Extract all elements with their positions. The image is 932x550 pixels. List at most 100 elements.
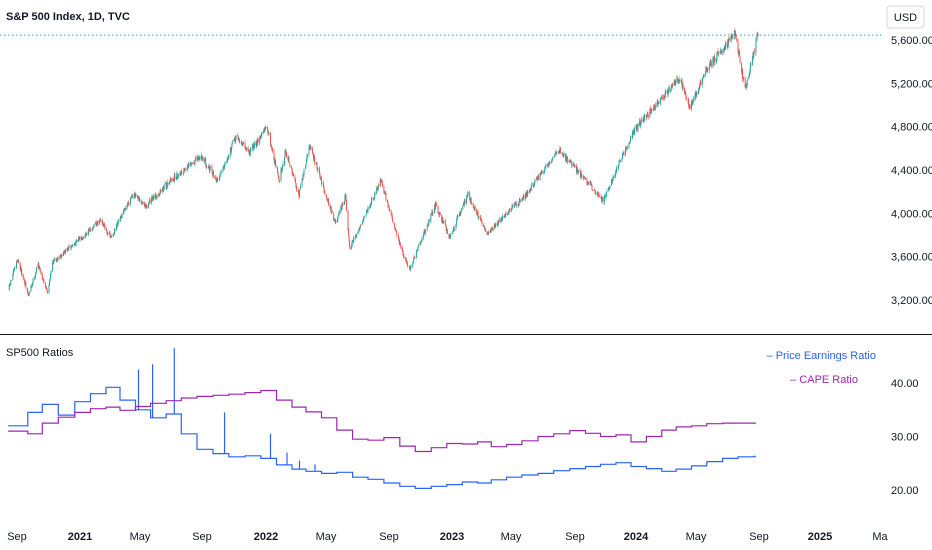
time-axis[interactable]: Sep 2021 May Sep 2022 May Sep 2023 May Sep 2024 May… — [7, 531, 888, 543]
candle-body — [518, 199, 520, 204]
candle-body — [742, 78, 744, 79]
candle-body — [270, 145, 272, 146]
candle — [255, 140, 257, 148]
candle-body — [533, 182, 535, 186]
candle — [577, 166, 578, 175]
candle — [238, 137, 240, 141]
candle — [215, 175, 217, 183]
candle — [401, 246, 403, 250]
price-pane[interactable]: S&P 500 Index, 1D, TVC — [0, 11, 884, 297]
candle-body — [730, 35, 732, 38]
currency-button-frame[interactable] — [886, 5, 925, 29]
candle — [216, 177, 218, 183]
candle — [424, 229, 426, 234]
candle-body — [710, 62, 712, 65]
candle-body — [455, 224, 457, 229]
candle-body — [559, 148, 561, 154]
candle — [383, 184, 385, 194]
candle-body — [529, 190, 531, 192]
candle — [187, 161, 189, 169]
candle — [529, 189, 531, 194]
candle-body — [264, 126, 266, 130]
candle-body — [559, 148, 561, 152]
candle — [190, 162, 192, 167]
candle-body — [561, 153, 563, 155]
candle-body — [508, 212, 510, 214]
candle — [599, 193, 600, 198]
time-axis-label: 2023 — [440, 531, 464, 543]
candle-body — [168, 182, 170, 184]
candle-body — [614, 175, 616, 178]
candle-body — [194, 160, 196, 165]
candle — [744, 76, 746, 90]
candle-body — [684, 88, 686, 94]
candle-body — [206, 166, 208, 168]
candle — [660, 98, 662, 103]
candle-body — [498, 219, 500, 222]
candle-body — [354, 236, 356, 239]
candle — [215, 174, 217, 180]
candle — [757, 31, 759, 38]
candle — [202, 156, 204, 161]
candle — [509, 207, 511, 213]
price-axis[interactable]: 5,600.005,200.004,800.004,400.004,000.00… — [891, 35, 932, 307]
candle — [316, 161, 318, 171]
candle — [41, 273, 43, 280]
candle — [519, 199, 521, 203]
candle-body — [271, 145, 272, 148]
currency-button-label[interactable]: USD — [894, 12, 917, 24]
candle — [409, 266, 411, 272]
candle — [442, 216, 444, 224]
candle — [755, 39, 757, 42]
candle — [746, 82, 748, 88]
indicator-title: SP500 Ratios — [6, 347, 74, 359]
candle-body — [540, 172, 542, 173]
time-axis-label: May — [686, 531, 707, 543]
candle — [329, 203, 331, 210]
candle — [625, 146, 626, 157]
candle-body — [317, 169, 318, 171]
candle-body — [366, 209, 368, 212]
candle — [328, 198, 330, 207]
candle — [248, 149, 250, 156]
candle-body — [552, 157, 554, 160]
candle-body — [144, 205, 146, 207]
candle-body — [688, 100, 690, 105]
candle — [137, 195, 139, 201]
candle-body — [653, 104, 655, 110]
candle — [556, 151, 558, 156]
candle-body — [215, 176, 217, 180]
candle — [220, 169, 222, 175]
candle-body — [105, 227, 107, 231]
candle — [34, 275, 36, 280]
candle-body — [723, 49, 725, 51]
candle-body — [295, 182, 297, 188]
candle — [530, 188, 532, 192]
candle-body — [351, 245, 353, 249]
candle — [334, 217, 336, 222]
candle-body — [507, 212, 509, 214]
candle — [38, 265, 40, 270]
candle-body — [159, 193, 161, 195]
candle-body — [349, 241, 351, 248]
candle-body — [578, 170, 579, 172]
candle-body — [272, 148, 273, 152]
candle-body — [594, 189, 596, 192]
candle-body — [117, 221, 119, 225]
candle-body — [42, 278, 44, 280]
candle-body — [383, 192, 385, 194]
ratio-pane[interactable]: SP500 Ratios – Price Earnings Ratio– CAP… — [6, 347, 876, 489]
candle-body — [705, 67, 707, 70]
candle-body — [45, 287, 47, 289]
candle-body — [717, 51, 719, 54]
candle-body — [245, 148, 247, 151]
candle-body — [746, 79, 748, 86]
candle — [528, 188, 530, 194]
candle — [735, 36, 737, 43]
currency-button[interactable]: USD — [886, 5, 925, 29]
candle-body — [312, 148, 313, 154]
candle-body — [699, 82, 701, 86]
candle — [741, 68, 743, 76]
candle — [188, 162, 190, 169]
